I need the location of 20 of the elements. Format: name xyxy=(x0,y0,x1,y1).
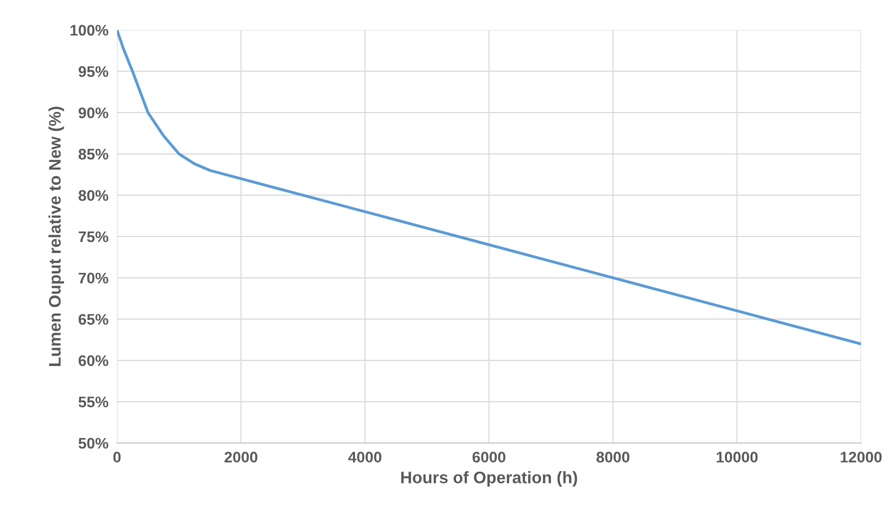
y-tick-label: 55% xyxy=(78,396,108,408)
x-tick-label: 6000 xyxy=(472,452,506,463)
y-tick-label: 80% xyxy=(78,190,108,201)
y-tick-label: 50% xyxy=(78,438,108,449)
y-axis-title: Lumen Ouput relative to New (%) xyxy=(48,106,64,366)
y-tick-label: 60% xyxy=(78,355,108,366)
y-tick-label: 90% xyxy=(78,107,108,118)
x-tick-label: 8000 xyxy=(596,452,630,463)
x-axis-title: Hours of Operation (h) xyxy=(401,471,578,487)
y-tick-label: 65% xyxy=(78,314,108,325)
y-tick-label: 75% xyxy=(78,231,108,242)
y-tick-label: 100% xyxy=(70,24,108,36)
y-tick-label: 70% xyxy=(78,272,108,284)
x-tick-label: 4000 xyxy=(348,452,382,463)
y-tick-label: 85% xyxy=(78,148,108,160)
x-tick-label: 10000 xyxy=(716,452,758,463)
x-tick-label: 0 xyxy=(113,452,121,463)
x-tick-label: 2000 xyxy=(224,452,258,463)
x-tick-label: 12000 xyxy=(840,452,882,463)
y-tick-label: 95% xyxy=(78,66,108,77)
